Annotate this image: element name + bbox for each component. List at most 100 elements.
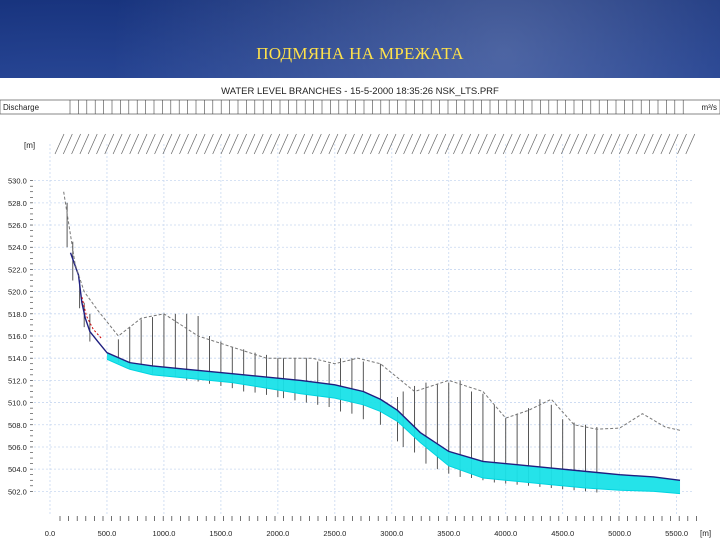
series-initial-level [81, 297, 102, 339]
station-mark [652, 133, 662, 155]
station-mark [560, 133, 571, 155]
series-lines [63, 191, 681, 495]
station-mark [386, 133, 397, 155]
station-mark [619, 133, 629, 155]
station-mark [237, 133, 247, 155]
station-mark [585, 133, 596, 155]
x-tick-label: 4500.0 [551, 529, 574, 538]
water-level-chart: WATER LEVEL BRANCHES - 15-5-2000 18:35:2… [0, 86, 720, 538]
station-mark [195, 133, 206, 155]
station-mark [502, 133, 513, 155]
y-tick-label: 512.0 [8, 376, 27, 385]
x-tick-label: 2500.0 [323, 529, 346, 538]
station-mark [170, 133, 181, 155]
station-mark [295, 133, 306, 155]
station-mark [594, 133, 604, 155]
station-mark [96, 133, 106, 155]
station-mark [228, 133, 239, 155]
series-bed-bottom [106, 358, 681, 495]
y-tick-label: 530.0 [8, 177, 27, 186]
chart-panel: WATER LEVEL BRANCHES - 15-5-2000 18:35:2… [0, 78, 720, 540]
x-tick-label: 0.0 [45, 529, 55, 538]
y-tick-label: 508.0 [8, 421, 27, 430]
station-mark [278, 133, 289, 155]
station-mark [303, 133, 314, 155]
grid-lines [30, 100, 697, 521]
station-mark [610, 133, 621, 155]
x-tick-label: 4000.0 [494, 529, 517, 538]
station-mark [137, 133, 148, 155]
station-mark [79, 133, 90, 155]
station-mark [453, 133, 463, 155]
x-tick-label: 1000.0 [152, 529, 175, 538]
y-axis-label: [m] [24, 141, 35, 150]
series-water-level [69, 252, 681, 481]
y-tick-label: 502.0 [8, 487, 27, 496]
station-mark [262, 133, 272, 155]
station-mark [411, 133, 422, 155]
station-mark [461, 133, 472, 155]
station-labels [54, 133, 696, 155]
station-mark [162, 133, 173, 155]
station-mark [87, 133, 98, 155]
station-mark [444, 133, 455, 155]
station-mark [469, 133, 480, 155]
station-mark [635, 133, 646, 155]
station-mark [552, 133, 563, 155]
station-mark [104, 133, 115, 155]
y-tick-label: 516.0 [8, 332, 27, 341]
station-mark [112, 133, 123, 155]
station-mark [403, 133, 413, 155]
x-tick-labels: 0.0 500.0 1000.0 1500.0 2000.0 2500.0 3000.0 35… [45, 529, 688, 538]
series-bank-top [63, 191, 681, 431]
y-tick-label: 506.0 [8, 443, 27, 452]
station-mark [62, 133, 73, 155]
station-mark [643, 133, 654, 155]
station-mark [544, 133, 555, 155]
station-mark [569, 133, 579, 155]
y-tick-label: 504.0 [8, 465, 27, 474]
x-tick-label: 1500.0 [209, 529, 232, 538]
station-mark [685, 133, 696, 155]
station-mark [345, 133, 355, 155]
y-tick-label: 520.0 [8, 288, 27, 297]
y-tick-label: 524.0 [8, 243, 27, 252]
station-mark [428, 133, 438, 155]
slide-title: ПОДМЯНА НА МРЕЖАТА [256, 44, 464, 63]
water-band [106, 352, 681, 494]
discharge-label: Discharge [3, 103, 40, 112]
station-mark [154, 133, 164, 155]
station-mark [336, 133, 347, 155]
station-mark [527, 133, 538, 155]
chart-title: WATER LEVEL BRANCHES - 15-5-2000 18:35:2… [221, 86, 499, 97]
station-mark [54, 133, 65, 155]
station-mark [668, 133, 679, 155]
station-mark [245, 133, 256, 155]
x-axis-label: [m] [700, 529, 711, 538]
cross-section-bars [66, 202, 598, 493]
station-mark [577, 133, 588, 155]
station-mark [627, 133, 638, 155]
station-mark [536, 133, 546, 155]
station-mark [602, 133, 613, 155]
x-tick-label: 3500.0 [437, 529, 460, 538]
station-mark [320, 133, 330, 155]
y-tick-labels: 530.0 528.0 526.0 524.0 522.0 520.0 518.0 516.0… [8, 177, 27, 497]
station-mark [270, 133, 281, 155]
y-tick-label: 526.0 [8, 221, 27, 230]
station-mark [419, 133, 430, 155]
y-tick-label: 510.0 [8, 399, 27, 408]
x-tick-label: 5000.0 [608, 529, 631, 538]
station-mark [519, 133, 530, 155]
x-tick-label: 2000.0 [266, 529, 289, 538]
station-mark [511, 133, 521, 155]
station-mark [71, 133, 81, 155]
station-mark [212, 133, 223, 155]
station-mark [660, 133, 671, 155]
y-tick-label: 518.0 [8, 310, 27, 319]
y-tick-label: 528.0 [8, 199, 27, 208]
station-mark [436, 133, 447, 155]
station-mark [311, 133, 322, 155]
station-mark [677, 133, 687, 155]
station-mark [328, 133, 339, 155]
